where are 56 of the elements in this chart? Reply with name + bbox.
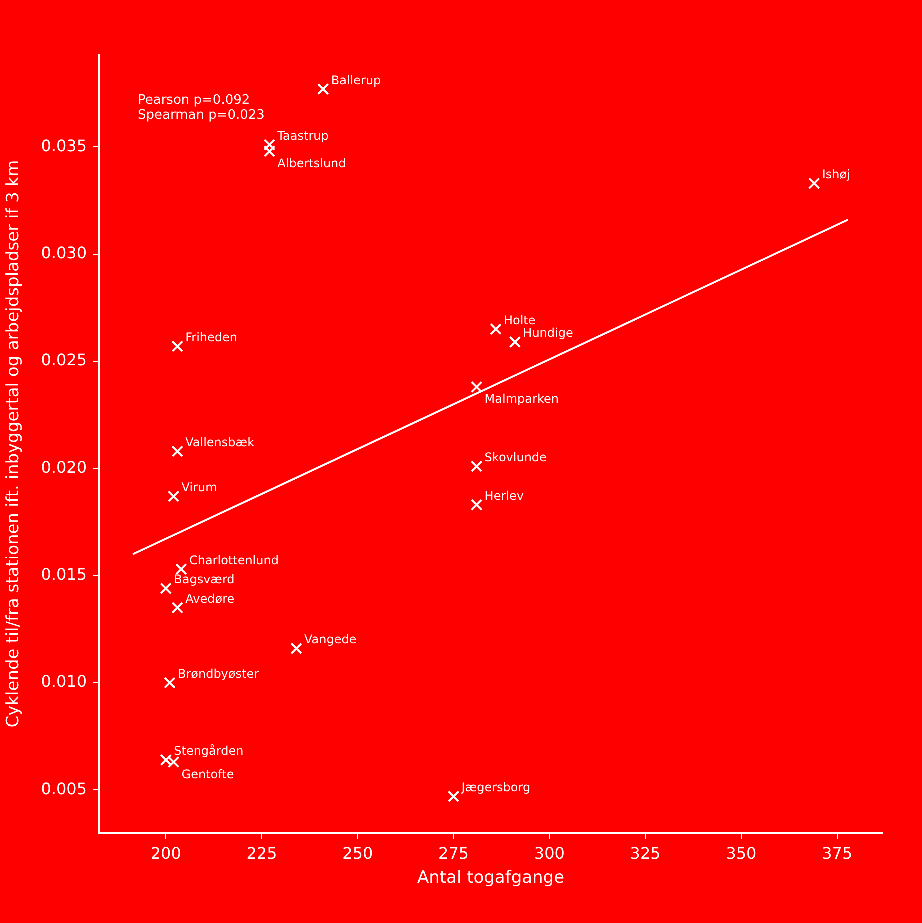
point [290, 642, 302, 655]
annotation: Avedøre [186, 592, 235, 606]
annotation: Bagsværd [174, 572, 235, 587]
x-tick-label: 375 [822, 844, 853, 863]
annotation: Pearson p=0.092 [138, 93, 250, 108]
annotation: Albertslund [278, 156, 346, 170]
annotation: Virum [182, 480, 218, 495]
point [509, 336, 522, 348]
point [168, 756, 180, 768]
annotation: Holte [504, 313, 536, 328]
point [808, 178, 820, 190]
annotation: Stengården [174, 744, 244, 758]
annotation: Spearman p=0.023 [138, 108, 265, 123]
annotation: Gentofte [182, 767, 234, 782]
x-tick-label: 200 [150, 844, 182, 863]
y-axis-title: Cyklende til/fra stationen ift. inbyggertal og arbejdspladser if 3 km [4, 160, 24, 728]
x-tick-label: 275 [438, 844, 470, 863]
point [164, 677, 176, 689]
annotation: Ballerup [331, 73, 382, 88]
point [470, 460, 483, 472]
annotation: Charlottenlund [189, 553, 279, 568]
x-tick-label: 350 [726, 844, 757, 863]
y-tick-label: 0.010 [41, 672, 87, 692]
annotation: Friheden [186, 330, 238, 344]
point [490, 323, 502, 336]
y-tick-label: 0.030 [41, 243, 87, 262]
y-tick-label: 0.035 [41, 136, 87, 156]
x-axis-title: Antal togafgange [417, 868, 565, 888]
point [168, 490, 180, 502]
point [160, 754, 172, 766]
point [317, 83, 330, 96]
annotation: Ishøj [822, 168, 850, 182]
point [470, 499, 483, 512]
annotation: Vallensbæk [186, 436, 255, 450]
y-tick-label: 0.015 [41, 564, 87, 584]
annotation: Jægersborg [460, 780, 531, 795]
point [448, 790, 460, 803]
x-tick-label: 325 [630, 844, 661, 863]
x-tick-label: 250 [342, 844, 374, 863]
point [172, 340, 184, 352]
x-tick-label: 225 [246, 844, 278, 863]
annotation: Malmparken [484, 392, 559, 406]
point [172, 446, 184, 458]
annotation: Hundige [523, 326, 574, 340]
y-tick-label: 0.020 [41, 458, 87, 477]
y-tick-label: 0.005 [41, 779, 87, 798]
annotation: Skovlunde [484, 450, 547, 465]
point [172, 602, 184, 614]
x-tick-label: 300 [534, 844, 565, 863]
y-tick-label: 0.025 [41, 350, 87, 370]
annotation: Brøndbyøster [178, 666, 260, 681]
point [470, 381, 483, 394]
point [160, 582, 172, 595]
annotation: Herlev [484, 489, 524, 504]
annotation: Taastrup [276, 129, 329, 144]
annotation: Vangede [304, 632, 357, 647]
